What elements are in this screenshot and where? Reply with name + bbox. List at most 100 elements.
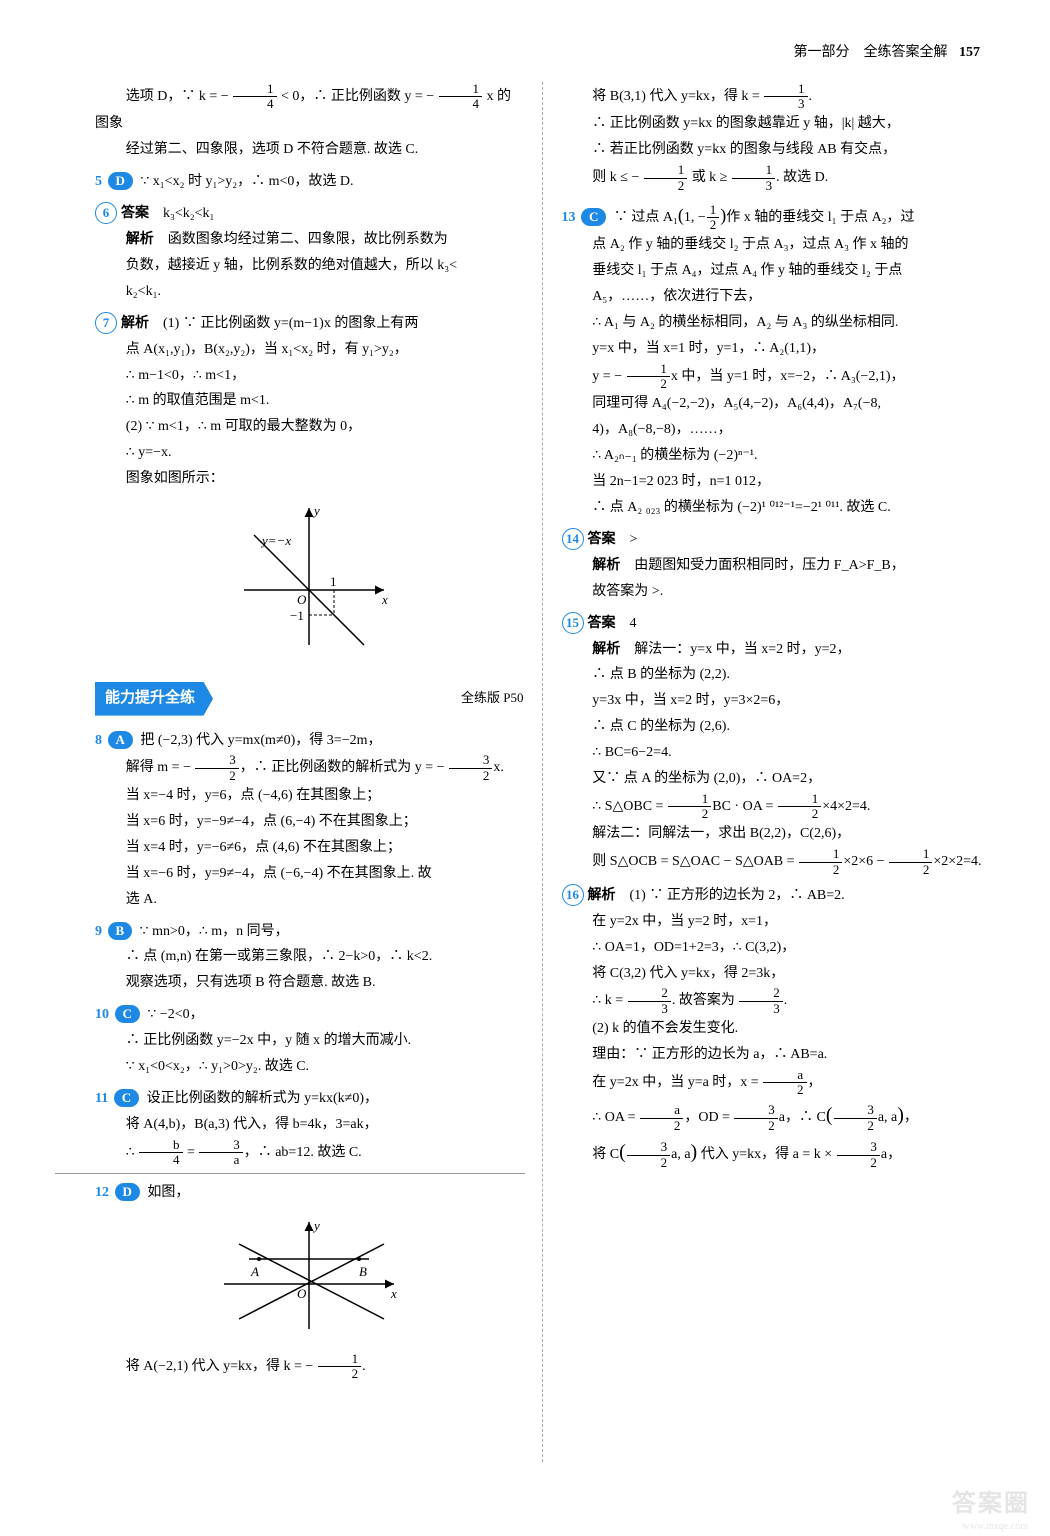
text-line: (2) ∵ m<1，∴ m 可取的最大整数为 0， [95, 414, 524, 440]
text-line: 将 C(32a, a) 代入 y=kx，得 a = k × 32a， [562, 1134, 991, 1171]
answer-badge: B [108, 922, 133, 940]
text-line: 解法二：同解法一，求出 B(2,2)，C(2,6)， [562, 821, 991, 847]
q6: 6答案 k₃<k₂<k₁ [95, 201, 524, 227]
text-line: ∴ k = 23. 故答案为 23. [562, 986, 991, 1016]
answer-badge: C [115, 1005, 140, 1023]
svg-text:A: A [250, 1264, 259, 1279]
text-line: 将 A(−2,1) 代入 y=kx，得 k = − 12. [95, 1352, 524, 1382]
q8: 8 A 把 (−2,3) 代入 y=mx(m≠0)，得 3=−2m， [95, 728, 524, 754]
svg-text:O: O [297, 1286, 307, 1301]
text-line: 则 k ≤ − 12 或 k ≥ 13. 故选 D. [562, 163, 991, 193]
text-line: ∴ OA=1，OD=1+2=3，∴ C(3,2)， [562, 935, 991, 961]
text-line: ∴ 点 (m,n) 在第一或第三象限，∴ 2−k>0，∴ k<2. [95, 944, 524, 970]
svg-text:x: x [381, 592, 388, 607]
divider [55, 1173, 525, 1174]
text-line: ∴ A₂ₙ₋₁ 的横坐标为 (−2)ⁿ⁻¹. [562, 443, 991, 469]
watermark-sub: www.mxqe.com [963, 1518, 1028, 1536]
circled-num: 7 [95, 312, 117, 334]
answer-badge: C [114, 1089, 139, 1107]
text-line: ∴ 正比例函数 y=kx 的图象越靠近 y 轴，|k| 越大， [562, 111, 991, 137]
svg-text:B: B [359, 1264, 367, 1279]
svg-text:1: 1 [330, 574, 337, 589]
text-line: ∴ 正比例函数 y=−2x 中，y 随 x 的增大而减小. [95, 1028, 524, 1054]
text-line: 当 x=−4 时，y=6，点 (−4,6) 在其图象上； [95, 783, 524, 809]
text-line: 又∵ 点 A 的坐标为 (2,0)，∴ OA=2， [562, 766, 991, 792]
svg-text:y: y [312, 503, 320, 518]
text-line: 在 y=2x 中，当 y=a 时，x = a2， [562, 1068, 991, 1098]
q5: 5 D ∵ x₁<x₂ 时 y₁>y₂，∴ m<0，故选 D. [95, 169, 524, 195]
text-line: ∴ m 的取值范围是 m<1. [95, 388, 524, 414]
page-header: 第一部分 全练答案全解 157 [95, 40, 990, 66]
text-line: 4)，A₈(−8,−8)，……， [562, 417, 991, 443]
text-line: 解析 解法一：y=x 中，当 x=2 时，y=2， [562, 637, 991, 663]
circled-num: 6 [95, 202, 117, 224]
text-line: 解析 由题图知受力面积相同时，压力 F_A>F_B， [562, 553, 991, 579]
text-line: y = − 12x 中，当 y=1 时，x=−2，∴ A₃(−2,1)， [562, 362, 991, 392]
text-line: 负数，越接近 y 轴，比例系数的绝对值越大，所以 k₃< [95, 253, 524, 279]
text-line: 选 A. [95, 887, 524, 913]
q14: 14答案 > [562, 527, 991, 553]
text-line: 则 S△OCB = S△OAC − S△OAB = 12×2×6 − 12×2×… [562, 847, 991, 877]
text-line: ∴ 点 A₂ ₀₂₃ 的横坐标为 (−2)¹ ⁰¹²⁻¹=−2¹ ⁰¹¹. 故选… [562, 495, 991, 521]
text-line: 当 2n−1=2 023 时，n=1 012， [562, 469, 991, 495]
text-line: 垂线交 l₁ 于点 A₄，过点 A₄ 作 y 轴的垂线交 l₂ 于点 [562, 258, 991, 284]
text-line: ∴ b4 = 3a，∴ ab=12. 故选 C. [95, 1138, 524, 1168]
circled-num: 16 [562, 884, 584, 906]
text-line: 同理可得 A₄(−2,−2)，A₅(4,−2)，A₆(4,4)，A₇(−8, [562, 391, 991, 417]
text-line: ∴ y=−x. [95, 440, 524, 466]
svg-text:x: x [390, 1286, 397, 1301]
q13: 13 C ∵ 过点 A₁(1, −12)作 x 轴的垂线交 l₁ 于点 A₂，过 [562, 199, 991, 233]
text-line: 解析 函数图象均经过第二、四象限，故比例系数为 [95, 227, 524, 253]
part-title: 第一部分 全练答案全解 [794, 45, 948, 60]
answer-badge: D [115, 1183, 140, 1201]
svg-text:O: O [297, 592, 307, 607]
svg-text:y: y [312, 1218, 320, 1233]
text-line: ∴ A₁ 与 A₂ 的横坐标相同，A₂ 与 A₃ 的纵坐标相同. [562, 310, 991, 336]
q7: 7解析 (1) ∵ 正比例函数 y=(m−1)x 的图象上有两 [95, 311, 524, 337]
text-line: ∴ 点 B 的坐标为 (2,2). [562, 662, 991, 688]
text-line: 故答案为 >. [562, 579, 991, 605]
section-banner: 能力提升全练 [95, 682, 213, 716]
q16: 16解析 (1) ∵ 正方形的边长为 2，∴ AB=2. [562, 883, 991, 909]
page-number: 157 [959, 45, 980, 60]
q10: 10 C ∵ −2<0， [95, 1002, 524, 1028]
circled-num: 15 [562, 612, 584, 634]
content-columns: 选项 D，∵ k = − 14 < 0，∴ 正比例函数 y = − 14 x 的… [95, 82, 990, 1462]
text-line: ∴ 若正比例函数 y=kx 的图象与线段 AB 有交点， [562, 137, 991, 163]
text-line: 将 C(3,2) 代入 y=kx，得 2=3k， [562, 961, 991, 987]
q11: 11 C 设正比例函数的解析式为 y=kx(k≠0)， [95, 1086, 524, 1112]
text-line: ∴ OA = a2，OD = 32a，∴ C(32a, a)， [562, 1097, 991, 1134]
text-line: 理由：∵ 正方形的边长为 a，∴ AB=a. [562, 1042, 991, 1068]
svg-text:−1: −1 [290, 608, 304, 623]
q15: 15答案 4 [562, 611, 991, 637]
text-line: 当 x=−6 时，y=9≠−4，点 (−6,−4) 不在其图象上. 故 [95, 861, 524, 887]
text-line: 观察选项，只有选项 B 符合题意. 故选 B. [95, 970, 524, 996]
text-line: A₅，……，依次进行下去， [562, 284, 991, 310]
circled-num: 14 [562, 528, 584, 550]
text-line: 解得 m = − 32，∴ 正比例函数的解析式为 y = − 32x. [95, 753, 524, 783]
answer-badge: D [108, 172, 133, 190]
text-line: ∴ 点 C 的坐标为 (2,6). [562, 714, 991, 740]
text-line: 经过第二、四象限，选项 D 不符合题意. 故选 C. [95, 137, 524, 163]
text-line: 点 A₂ 作 y 轴的垂线交 l₂ 于点 A₃，过点 A₃ 作 x 轴的 [562, 232, 991, 258]
text-line: ∴ S△OBC = 12BC · OA = 12×4×2=4. [562, 792, 991, 822]
text-line: 将 B(3,1) 代入 y=kx，得 k = 13. [562, 82, 991, 112]
text-line: 在 y=2x 中，当 y=2 时，x=1， [562, 909, 991, 935]
text-line: k₂<k₁. [95, 279, 524, 305]
answer-badge: C [581, 208, 606, 226]
text-line: y=x 中，当 x=1 时，y=1，∴ A₂(1,1)， [562, 336, 991, 362]
text-line: 点 A(x₁,y₁)，B(x₂,y₂)，当 x₁<x₂ 时，有 y₁>y₂， [95, 337, 524, 363]
figure-q7: y x O y=−x 1 −1 [95, 500, 524, 660]
answer-badge: A [108, 731, 133, 749]
text-line: ∴ m−1<0，∴ m<1， [95, 363, 524, 389]
q12: 12 D 如图， [95, 1180, 524, 1206]
text-line: 图象如图所示： [95, 466, 524, 492]
text-line: 选项 D，∵ k = − 14 < 0，∴ 正比例函数 y = − 14 x 的… [95, 82, 524, 137]
text-line: (2) k 的值不会发生变化. [562, 1016, 991, 1042]
svg-text:y=−x: y=−x [260, 533, 291, 548]
text-line: y=3x 中，当 x=2 时，y=3×2=6， [562, 688, 991, 714]
text-line: ∵ x₁<0<x₂，∴ y₁>0>y₂. 故选 C. [95, 1054, 524, 1080]
text-line: 将 A(4,b)，B(a,3) 代入，得 b=4k，3=ak， [95, 1112, 524, 1138]
section-ref: 全练版 P50 [461, 686, 523, 710]
text-line: ∴ BC=6−2=4. [562, 740, 991, 766]
